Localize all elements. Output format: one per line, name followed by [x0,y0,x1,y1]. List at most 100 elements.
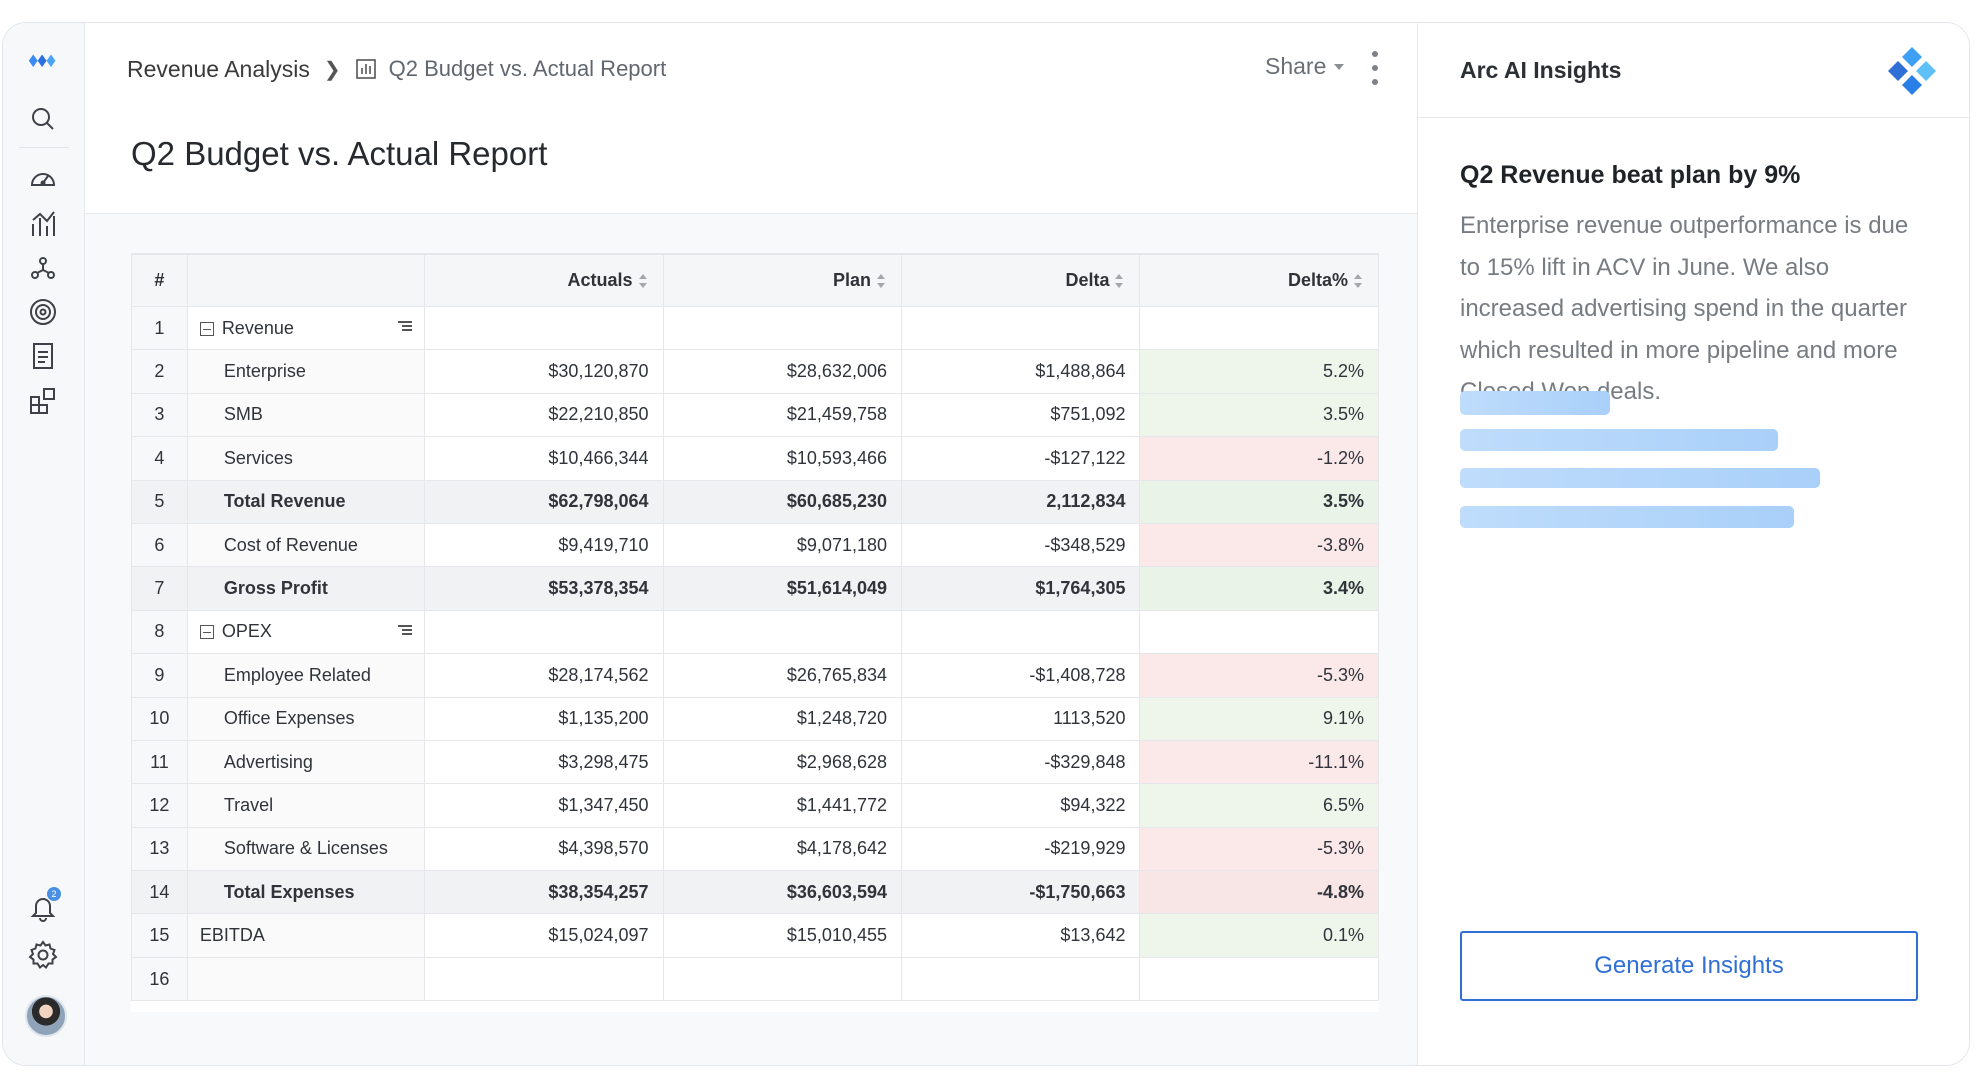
cell-plan[interactable]: $51,614,049 [662,566,903,611]
table-row[interactable]: 15 EBITDA $15,024,097 $15,010,455 $13,642 0.1… [131,913,1379,958]
cell-plan[interactable]: $60,685,230 [662,479,903,524]
table-row[interactable]: 14 Total Expenses $38,354,257 $36,603,594 -$… [131,870,1379,915]
bell-icon[interactable]: 2 [25,887,61,925]
cell-delta[interactable]: 2,112,834 [900,479,1141,524]
row-menu-icon[interactable] [398,624,413,637]
gear-icon[interactable] [25,937,61,973]
cell-plan[interactable] [662,956,903,1002]
cell-delta[interactable] [900,305,1141,351]
more-options-icon[interactable] [1369,51,1381,85]
cell-delta[interactable]: $94,322 [900,783,1141,828]
cell-delta[interactable]: -$1,750,663 [900,870,1141,915]
search-icon[interactable] [25,101,61,137]
cell-actuals[interactable]: $28,174,562 [424,653,664,698]
cell-plan[interactable]: $4,178,642 [662,826,903,872]
blocks-icon[interactable] [25,383,61,419]
table-row[interactable]: 1 Revenue [131,305,1379,351]
cell-delta[interactable]: -$348,529 [900,522,1141,568]
cell-plan[interactable] [662,305,903,351]
cell-delta-pct[interactable]: 0.1% [1139,913,1379,958]
cell-actuals[interactable]: $15,024,097 [424,913,664,958]
target-icon[interactable] [25,294,61,330]
cell-actuals[interactable]: $4,398,570 [424,826,664,872]
collapse-icon[interactable] [199,625,214,640]
cell-delta-pct[interactable]: -4.8% [1139,870,1379,915]
table-row[interactable]: 4 Services $10,466,344 $10,593,466 -$127,122… [131,436,1379,481]
column-header-delta-pct[interactable]: Delta% [1139,254,1379,307]
cell-plan[interactable]: $1,441,772 [662,783,903,828]
table-row[interactable]: 10 Office Expenses $1,135,200 $1,248,720 111… [131,696,1379,741]
avatar[interactable] [25,995,67,1037]
cell-plan[interactable]: $28,632,006 [662,349,903,394]
collapse-icon[interactable] [199,321,214,336]
cell-delta-pct[interactable]: 5.2% [1139,349,1379,394]
table-row[interactable]: 7 Gross Profit $53,378,354 $51,614,049 $1,76… [131,566,1379,611]
cell-actuals[interactable]: $53,378,354 [424,566,664,611]
dashboard-gauge-icon[interactable] [25,161,61,197]
cell-delta-pct[interactable] [1139,609,1379,655]
cell-actuals[interactable]: $62,798,064 [424,479,664,524]
sort-icon[interactable] [877,274,885,289]
cell-delta[interactable]: $751,092 [900,392,1141,438]
cell-plan[interactable]: $2,968,628 [662,739,903,785]
cell-plan[interactable]: $10,593,466 [662,436,903,481]
sort-icon[interactable] [1115,274,1124,289]
sort-icon[interactable] [638,274,647,289]
cell-delta-pct[interactable]: -1.2% [1139,436,1379,481]
table-row[interactable]: 12 Travel $1,347,450 $1,441,772 $94,322 6.5% [131,783,1379,828]
table-row[interactable]: 8 OPEX [131,609,1379,655]
cell-plan[interactable]: $1,248,720 [662,696,903,741]
cell-actuals[interactable]: $22,210,850 [424,392,664,438]
cell-actuals[interactable] [424,609,664,655]
cell-delta-pct[interactable]: 3.5% [1139,479,1379,524]
cell-delta-pct[interactable]: -11.1% [1139,739,1379,785]
cell-delta[interactable]: -$127,122 [900,436,1141,481]
table-row[interactable]: 13 Software & Licenses $4,398,570 $4,178,64… [131,826,1379,872]
column-header-delta[interactable]: Delta [900,254,1141,307]
table-row[interactable]: 3 SMB $22,210,850 $21,459,758 $751,092 3.5% [131,392,1379,438]
cell-delta-pct[interactable]: -3.8% [1139,522,1379,568]
cell-delta-pct[interactable]: 3.4% [1139,566,1379,611]
cell-actuals[interactable]: $38,354,257 [424,870,664,915]
document-icon[interactable] [25,338,61,374]
column-header-actuals[interactable]: Actuals [424,254,664,307]
cell-plan[interactable]: $15,010,455 [662,913,903,958]
row-menu-icon[interactable] [398,321,413,333]
cell-delta[interactable]: 1113,520 [900,696,1141,741]
table-row[interactable]: 2 Enterprise $30,120,870 $28,632,006 $1,488,… [131,349,1379,394]
table-row[interactable]: 5 Total Revenue $62,798,064 $60,685,230 2,11… [131,479,1379,524]
cell-actuals[interactable]: $3,298,475 [424,739,664,785]
cell-delta-pct[interactable]: 6.5% [1139,783,1379,828]
breadcrumb-parent[interactable]: Revenue Analysis [127,55,310,82]
cell-actuals[interactable] [424,956,664,1002]
table-row[interactable]: 9 Employee Related $28,174,562 $26,765,834-… [131,653,1379,698]
share-button[interactable]: Share [1265,53,1345,80]
cell-plan[interactable]: $26,765,834 [662,653,903,698]
cell-plan[interactable]: $9,071,180 [662,522,903,568]
cell-delta[interactable]: -$1,408,728 [900,653,1141,698]
cell-delta[interactable]: -$219,929 [900,826,1141,872]
cell-delta-pct[interactable]: -5.3% [1139,826,1379,872]
cell-actuals[interactable]: $10,466,344 [424,436,664,481]
sort-icon[interactable] [1354,274,1362,289]
logo-icon[interactable] [25,41,61,77]
cell-actuals[interactable] [424,305,664,351]
cell-delta-pct[interactable] [1139,305,1379,351]
cell-plan[interactable]: $36,603,594 [662,870,903,915]
table-row[interactable]: 11 Advertising $3,298,475 $2,968,628 -$329,8… [131,739,1379,785]
cell-delta[interactable] [900,609,1141,655]
cell-delta-pct[interactable]: -5.3% [1139,653,1379,698]
cell-delta[interactable]: $13,642 [900,913,1141,958]
cell-actuals[interactable]: $1,135,200 [424,696,664,741]
cell-actuals[interactable]: $30,120,870 [424,349,664,394]
table-row[interactable]: 6 Cost of Revenue $9,419,710 $9,071,180 -$34… [131,522,1379,568]
cell-delta[interactable] [900,956,1141,1002]
table-row[interactable]: 16 [131,956,1379,1002]
analytics-chart-icon[interactable] [25,206,61,242]
cell-delta[interactable]: $1,764,305 [900,566,1141,611]
generate-insights-button[interactable]: Generate Insights [1460,931,1918,1001]
cell-plan[interactable]: $21,459,758 [662,392,903,438]
cell-actuals[interactable]: $1,347,450 [424,783,664,828]
workflow-nodes-icon[interactable] [25,250,61,286]
cell-actuals[interactable]: $9,419,710 [424,522,664,568]
